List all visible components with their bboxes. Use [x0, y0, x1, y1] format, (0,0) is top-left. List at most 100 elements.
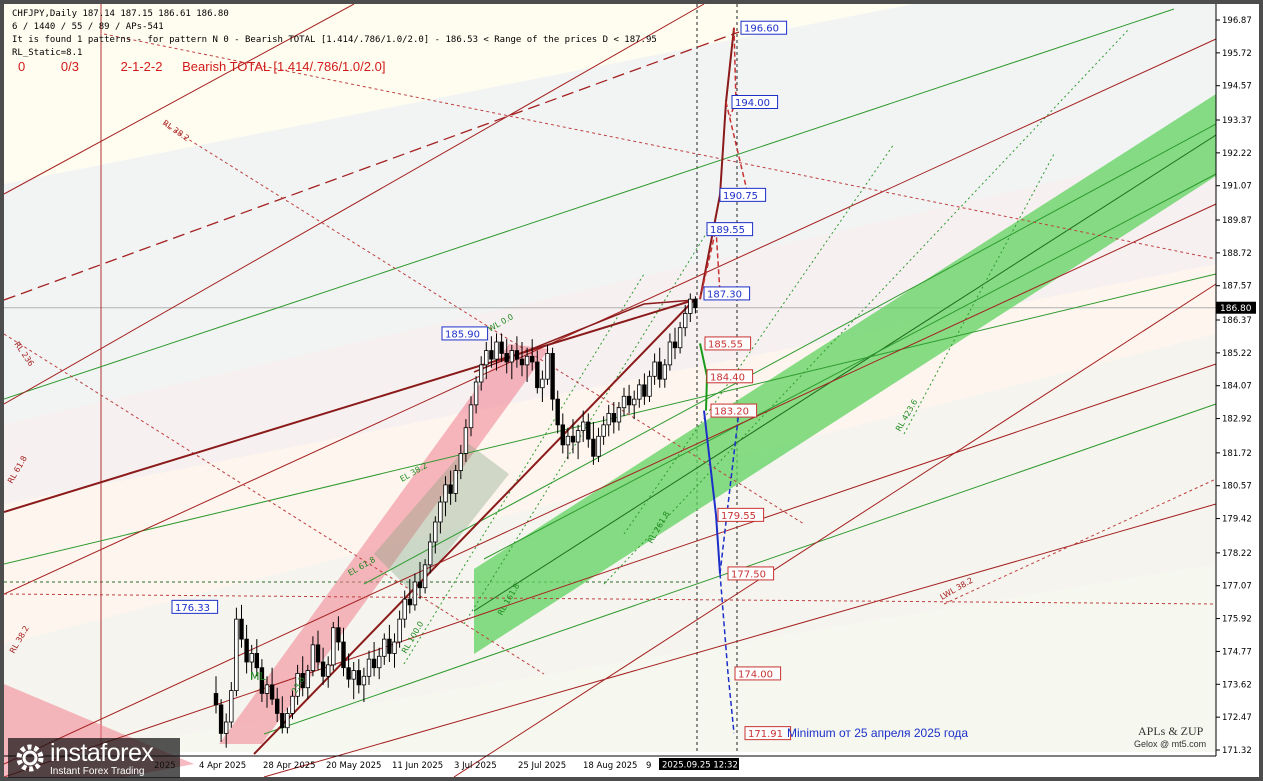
- forecast-bear-dashed: [719, 410, 740, 574]
- candle-down: [550, 353, 555, 400]
- candle-up: [376, 655, 382, 669]
- price-tick-label: 191.07: [1222, 182, 1252, 192]
- candle-down: [519, 358, 525, 366]
- brown-dotted-line: [4, 333, 545, 675]
- candle-up: [463, 427, 469, 454]
- candle-down: [259, 667, 265, 694]
- price-tick-label: 189.87: [1222, 216, 1252, 226]
- price-tick-label: 194.57: [1222, 82, 1252, 92]
- candle-down: [530, 355, 535, 363]
- gear-icon: [16, 744, 44, 772]
- symbol-ohlc-header: CHFJPY,Daily 187.14 187.15 186.61 186.80: [12, 9, 229, 19]
- price-level-box: [441, 326, 489, 341]
- candle-up: [468, 404, 474, 429]
- candle-down: [274, 698, 280, 714]
- price-tick-label: 175.92: [1222, 615, 1252, 625]
- brown-parallel-line: [4, 203, 1217, 765]
- brown-dashed-upper-line: [4, 31, 740, 301]
- price-tick-label: 172.47: [1222, 713, 1252, 723]
- pattern-summary: It is found 1 patterns - for pattern N 0…: [12, 35, 657, 45]
- candle-up: [402, 598, 407, 620]
- brand-subtitle: Gelox @ mt5.com: [1134, 739, 1207, 749]
- candle-down: [417, 581, 423, 589]
- candle-up: [632, 398, 637, 406]
- candle-down: [570, 435, 576, 443]
- brown-dotted-line: [943, 478, 1217, 605]
- candle-up: [647, 375, 652, 397]
- brown-dotted-line: [4, 593, 1217, 605]
- price-tick-label: 171.32: [1222, 746, 1252, 756]
- candle-down: [504, 353, 509, 363]
- candle-up: [366, 658, 372, 677]
- price-level-box: [171, 599, 219, 614]
- candle-down: [315, 644, 321, 663]
- candle-up: [596, 435, 601, 457]
- brown-parallel-line: [4, 363, 1217, 777]
- zup-wave-line: [253, 299, 695, 755]
- brown-parallel-line: [4, 38, 1217, 595]
- price-chart[interactable]: 196.60 194.00 190.75 189.55 187.30 185.90 176.…: [4, 4, 1259, 777]
- candle-down: [489, 350, 494, 360]
- logo-name: instaforex: [50, 739, 154, 767]
- price-tick-label: 177.07: [1222, 582, 1252, 592]
- price-tick-label: 174.77: [1222, 647, 1252, 657]
- candle-up: [361, 675, 367, 686]
- forecast-bear-dashed: [719, 573, 735, 734]
- price-tick-label: 186.37: [1222, 316, 1252, 326]
- green-parallel-line: [363, 123, 1217, 585]
- candle-down: [514, 350, 520, 360]
- chart-window[interactable]: 196.60 194.00 190.75 189.55 187.30 185.90 176.…: [4, 4, 1259, 777]
- candle-down: [341, 641, 346, 669]
- price-level-label: 184.40: [710, 372, 745, 383]
- candle-down: [356, 670, 361, 686]
- price-level-box: [706, 369, 754, 384]
- price-level-box: [734, 666, 782, 681]
- price-tick-label: 193.37: [1222, 116, 1252, 126]
- candle-up: [290, 695, 295, 714]
- date-tick-label: 11 Jun 2025: [392, 761, 443, 771]
- candle-up: [616, 407, 622, 423]
- brown-parallel-line: [263, 503, 1217, 777]
- candle-up: [223, 721, 229, 734]
- candle-down: [336, 627, 341, 643]
- candlesticks: [213, 293, 698, 748]
- candle-up: [331, 627, 336, 666]
- cursor-date-badge: [659, 758, 739, 770]
- zup-wave-line: [4, 299, 695, 513]
- green-parallel-line: [4, 8, 1175, 400]
- price-axis-panel: [1216, 4, 1259, 777]
- candle-up: [412, 581, 418, 606]
- candle-up: [427, 541, 433, 566]
- date-tick-label: 3 Jul 2025: [454, 761, 497, 771]
- date-tick-label: 25 Jul 2025: [518, 761, 566, 771]
- candle-up: [509, 350, 514, 363]
- price-tick-label: 182.92: [1222, 415, 1252, 425]
- candle-up: [305, 670, 310, 689]
- price-level-box: [706, 222, 754, 237]
- candle-up: [443, 484, 448, 503]
- candle-down: [642, 384, 647, 397]
- price-level-label: 196.60: [744, 24, 779, 35]
- green-channel-band: [474, 94, 1216, 654]
- green-reaction-line: [623, 143, 895, 535]
- candle-up: [484, 350, 489, 366]
- forecast-bear-path: [703, 410, 721, 574]
- candle-up: [601, 424, 606, 437]
- candle-up: [677, 327, 683, 349]
- candle-up: [229, 690, 234, 723]
- candle-down: [672, 341, 678, 349]
- candle-down: [626, 395, 632, 406]
- candle-up: [433, 521, 438, 543]
- candle-down: [555, 398, 560, 426]
- candle-up: [438, 501, 443, 523]
- price-level-label: 190.75: [723, 191, 758, 202]
- candle-up: [473, 381, 479, 406]
- candle-down: [213, 693, 219, 706]
- indicator-params: 6 / 1440 / 55 / 89 / APs-541: [12, 22, 164, 32]
- candle-down: [560, 424, 565, 446]
- candle-up: [478, 364, 484, 383]
- candle-up: [683, 313, 688, 329]
- price-level-label: 189.55: [710, 225, 745, 236]
- price-level-label: 187.30: [707, 289, 742, 300]
- forecast-bull-path: [699, 27, 735, 300]
